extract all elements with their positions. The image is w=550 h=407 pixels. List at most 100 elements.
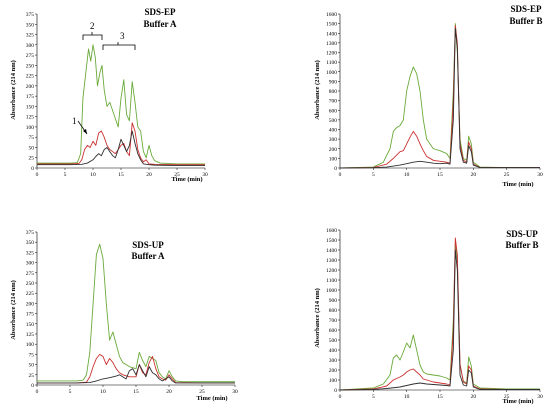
y-tick-label: 150 [26,104,35,110]
y-tick-label: 75 [29,352,35,358]
y-tick-label: 75 [29,135,35,141]
y-tick-label: 500 [329,338,338,344]
x-tick-label: 15 [437,394,443,400]
y-tick-label: 1100 [326,60,337,66]
series-line-2 [339,27,540,169]
x-tick-label: 15 [437,172,443,178]
peak-annotations: 1 2 3 [72,21,136,135]
x-tick-label: 30 [232,389,238,395]
y-tick-label: 400 [329,128,338,134]
x-tick-label: 10 [404,394,410,400]
y-tick-label: 300 [26,261,35,267]
y-tick-label: 1600 [326,228,337,234]
y-tick-label: 200 [329,147,338,153]
y-tick-label: 1600 [326,12,337,18]
x-tick-label: 5 [372,172,375,178]
y-tick-label: 1200 [326,268,337,274]
y-tick-label: 25 [29,373,35,379]
x-tick-label: 20 [471,172,477,178]
x-tick-label: 20 [166,389,172,395]
y-tick-label: 200 [329,368,338,374]
y-tick-label: 100 [329,378,338,384]
x-tick-label: 30 [202,172,208,178]
y-tick-label: 600 [329,108,338,114]
series-line-1 [339,237,540,391]
y-tick-label: 250 [26,281,35,287]
y-tick-label: 800 [329,308,338,314]
x-tick-label: 15 [133,389,139,395]
x-tick-label: 25 [174,172,180,178]
x-tick-label: 30 [537,172,543,178]
series-line-2 [37,130,205,166]
y-tick-label: 0 [334,388,337,394]
x-tick-label: 10 [90,172,96,178]
y-tick-label: 1100 [326,278,337,284]
y-axis-label: Absorbance (214 nm) [10,280,17,340]
x-axis-label: Time (min) [502,398,533,405]
x-axis-label: Time (min) [196,395,227,402]
y-tick-label: 175 [26,94,35,100]
y-tick-label: 275 [26,53,35,59]
y-tick-label: 700 [329,318,338,324]
x-tick-label: 0 [36,172,39,178]
series-line-0 [37,44,205,165]
y-tick-label: 350 [26,22,35,28]
chart-subtitle: Buffer A [143,19,177,29]
y-tick-label: 0 [31,383,34,389]
y-tick-label: 50 [29,145,35,151]
y-tick-label: 350 [26,240,35,246]
series-line-1 [339,25,540,169]
annotation-1-arrowhead [83,129,87,134]
annotation-1: 1 [72,116,77,126]
y-tick-label: 800 [329,89,338,95]
y-tick-label: 900 [329,79,338,85]
y-tick-label: 700 [329,99,338,105]
x-tick-label: 5 [69,389,72,395]
chart-panel-sds-up-buffer-b: SDS-UP Buffer B Absorbance (214 nm) Time… [314,228,543,405]
y-tick-label: 25 [29,156,35,162]
y-axis-label: Absorbance (214 nm) [10,60,17,120]
y-tick-label: 150 [26,322,35,328]
x-tick-label: 0 [339,172,342,178]
y-tick-label: 100 [26,342,35,348]
y-tick-label: 1000 [326,288,337,294]
y-tick-label: 225 [26,291,35,297]
y-tick-label: 375 [26,230,35,236]
x-tick-label: 0 [339,394,342,400]
x-tick-label: 20 [146,172,152,178]
y-axis-label: Absorbance (214 nm) [314,60,321,120]
x-tick-label: 0 [36,389,39,395]
x-tick-label: 10 [100,389,106,395]
x-tick-label: 20 [471,394,477,400]
y-tick-label: 200 [26,84,35,90]
x-tick-label: 30 [537,394,543,400]
y-tick-label: 275 [26,271,35,277]
x-tick-label: 10 [404,172,410,178]
y-tick-label: 300 [26,43,35,49]
annotation-2: 2 [90,21,95,31]
series-line-1 [37,353,235,384]
chart-panel-sds-ep-buffer-a: SDS-EP Buffer A Absorbance (214 nm) Time… [10,7,208,183]
chart-title: SDS-UP [506,229,538,239]
annotation-3-bracket [102,42,136,50]
y-tick-label: 600 [329,328,338,334]
y-tick-label: 0 [334,166,337,172]
series-line-0 [339,241,540,391]
y-tick-label: 1500 [326,22,337,28]
chart-title: SDS-EP [510,4,542,14]
annotation-3: 3 [120,31,125,41]
chart-subtitle: Buffer B [509,16,542,26]
y-tick-label: 325 [26,33,35,39]
chart-title: SDS-EP [144,7,176,17]
y-tick-label: 250 [26,63,35,69]
annotation-2-bracket [82,32,103,40]
y-tick-label: 300 [329,137,338,143]
y-tick-label: 175 [26,312,35,318]
y-tick-label: 1200 [326,51,337,57]
x-tick-label: 25 [504,172,510,178]
y-tick-label: 0 [31,166,34,172]
y-tick-label: 1400 [326,248,337,254]
series-line-0 [37,243,235,383]
x-tick-label: 15 [118,172,124,178]
